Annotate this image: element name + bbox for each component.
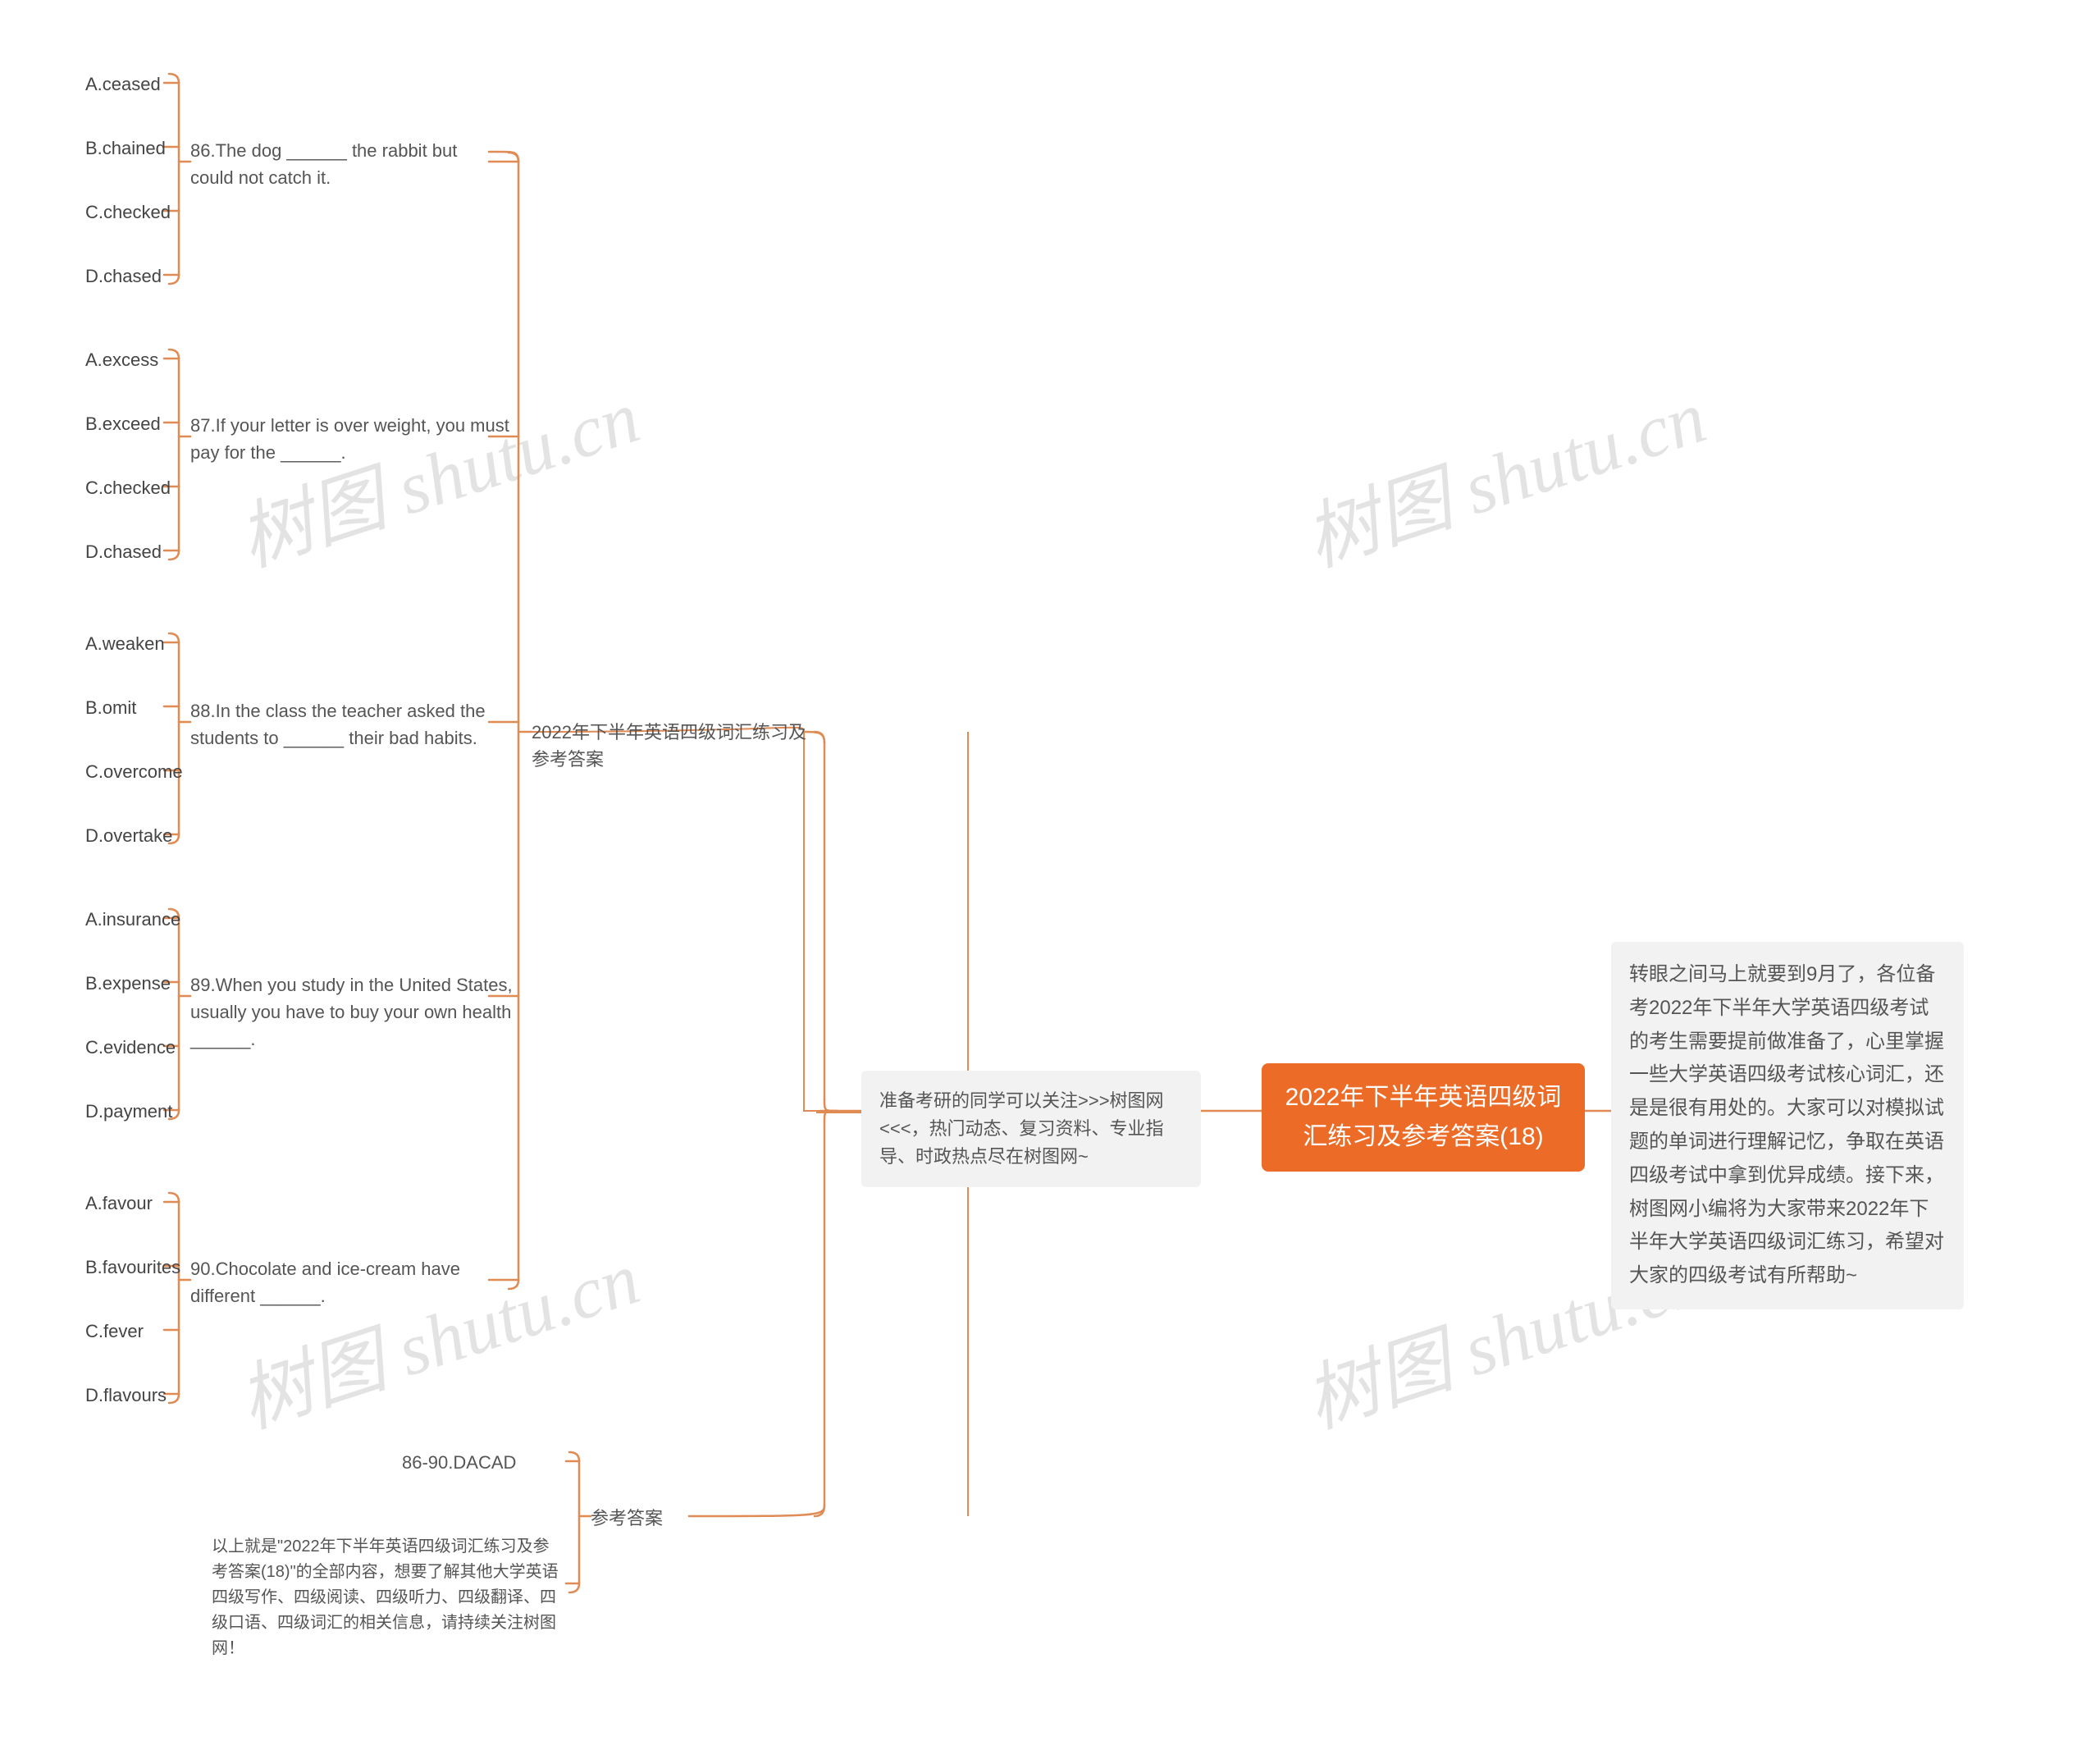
root-title-line1: 2022年下半年英语四级词 (1285, 1084, 1562, 1111)
intro-box: 转眼之间马上就要到9月了，各位备考2022年下半年大学英语四级考试的考生需要提前… (1611, 942, 1964, 1309)
option-88-c: C.overcome (85, 758, 183, 785)
main-branch-label: 2022年下半年英语四级词汇练习及参考答案 (532, 719, 810, 773)
option-90-b: B.favourites (85, 1254, 180, 1281)
option-88-b: B.omit (85, 694, 136, 721)
question-90: 90.Chocolate and ice-cream have differen… (190, 1255, 494, 1309)
option-86-b: B.chained (85, 135, 166, 162)
question-86: 86.The dog ______ the rabbit but could n… (190, 137, 494, 191)
option-87-a: A.excess (85, 346, 158, 373)
question-87: 87.If your letter is over weight, you mu… (190, 412, 518, 466)
root-node: 2022年下半年英语四级词 汇练习及参考答案(18) (1262, 1063, 1585, 1172)
watermark: 树图 shutu.cn (223, 357, 650, 587)
question-88: 88.In the class the teacher asked the st… (190, 697, 502, 752)
tip-box: 准备考研的同学可以关注>>>树图网<<<，热门动态、复习资料、专业指导、时政热点… (861, 1071, 1201, 1187)
option-90-c: C.fever (85, 1318, 144, 1345)
option-86-c: C.checked (85, 199, 171, 226)
root-title-line2: 汇练习及参考答案(18) (1303, 1123, 1543, 1150)
option-90-a: A.favour (85, 1190, 153, 1217)
option-88-a: A.weaken (85, 630, 165, 657)
option-89-c: C.evidence (85, 1034, 176, 1061)
option-87-c: C.checked (85, 474, 171, 501)
watermark: 树图 shutu.cn (1290, 357, 1716, 587)
option-89-a: A.insurance (85, 906, 180, 933)
option-86-a: A.ceased (85, 71, 161, 98)
option-90-d: D.flavours (85, 1382, 167, 1409)
option-89-b: B.expense (85, 970, 171, 997)
watermark: 树图 shutu.cn (223, 1218, 650, 1448)
option-86-d: D.chased (85, 263, 162, 290)
option-87-d: D.chased (85, 538, 162, 565)
summary-text: 以上就是"2022年下半年英语四级词汇练习及参考答案(18)"的全部内容，想要了… (212, 1534, 564, 1661)
option-89-d: D.payment (85, 1098, 172, 1125)
connector-lines (0, 0, 2100, 1759)
option-88-d: D.overtake (85, 822, 172, 849)
option-87-b: B.exceed (85, 410, 161, 437)
answers-label: 参考答案 (591, 1505, 663, 1532)
question-89: 89.When you study in the United States, … (190, 971, 535, 1053)
answer-key: 86-90.DACAD (402, 1449, 516, 1476)
